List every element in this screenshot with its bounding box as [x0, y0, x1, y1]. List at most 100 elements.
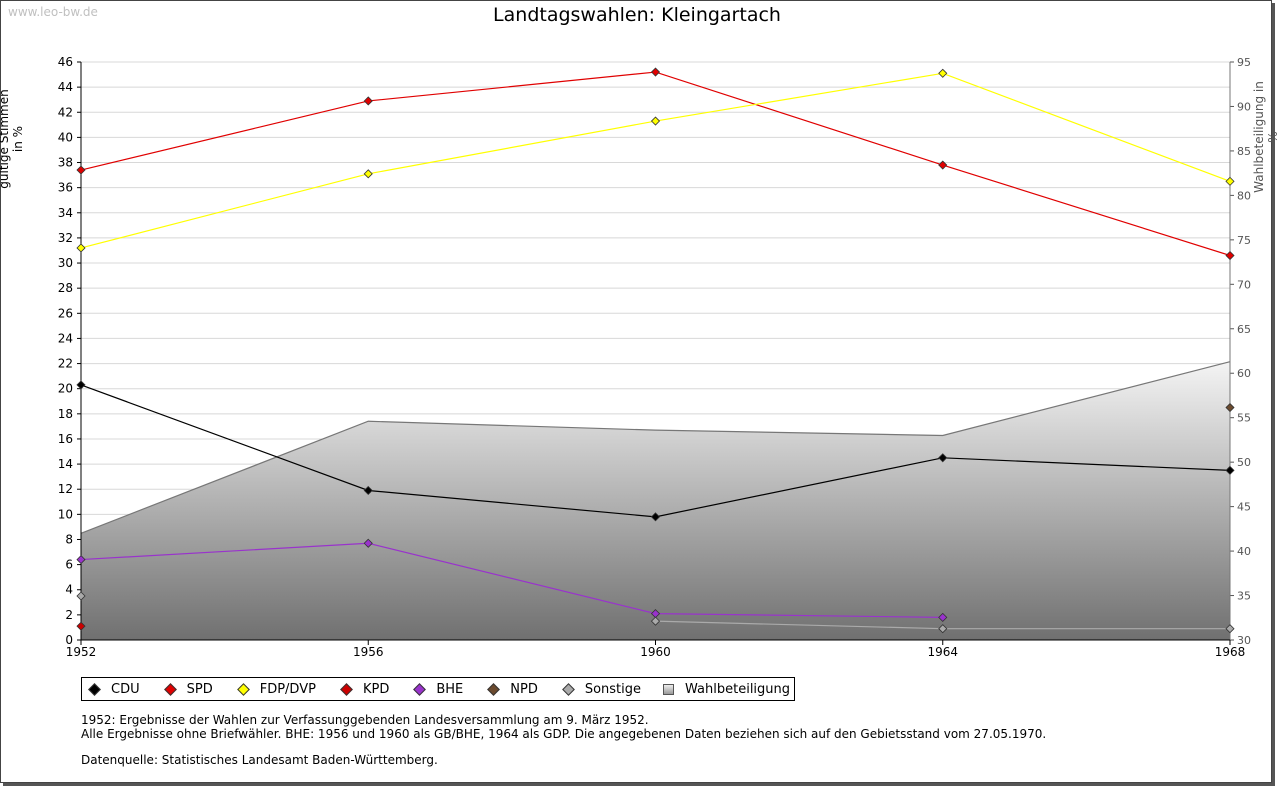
y-tick-label: 8	[65, 532, 73, 546]
x-tick-label: 1952	[66, 645, 97, 659]
point-cdu	[363, 485, 373, 496]
point-sonstige	[938, 624, 948, 634]
point-cdu	[650, 512, 661, 522]
y-tick-label: 32	[58, 231, 73, 245]
x-tick-label: 1960	[640, 645, 671, 659]
y-tick-label: 44	[58, 80, 73, 94]
legend-label-cdu: CDU	[111, 681, 140, 697]
footnote-1952: 1952: Ergebnisse der Wahlen zur Verfassu…	[81, 713, 649, 727]
y-tick-label: 18	[58, 407, 73, 421]
y-tick-label: 12	[58, 482, 73, 496]
series-line-fdp-dvp	[80, 72, 1231, 249]
legend-item-kpd: KPD	[338, 682, 389, 697]
point-spd	[76, 165, 86, 175]
y2-tick-label: 50	[1237, 456, 1251, 469]
legend-label-wahlbeteiligung: Wahlbeteiligung	[685, 681, 791, 697]
y-tick-label: 10	[58, 507, 73, 521]
legend-label-fdp: FDP/DVP	[259, 681, 316, 697]
y-tick-label: 6	[65, 558, 73, 572]
y-tick-label: 30	[58, 256, 73, 270]
legend-marker-cdu	[88, 682, 101, 696]
point-npd	[1225, 402, 1235, 413]
x-tick-label: 1968	[1215, 645, 1246, 659]
y-tick-label: 46	[58, 55, 73, 69]
legend-item-cdu: CDU	[86, 682, 140, 697]
y-tick-label: 24	[58, 331, 73, 345]
y2-tick-label: 40	[1237, 545, 1251, 558]
turnout-area	[81, 361, 1230, 640]
point-fdp-dvp	[1225, 176, 1235, 186]
point-cdu	[938, 453, 948, 463]
legend-label-sonstige: Sonstige	[584, 681, 642, 697]
y-tick-label: 22	[58, 357, 73, 371]
y-tick-label: 40	[58, 130, 73, 144]
series-line-bhe	[80, 542, 943, 618]
footnote-briefwaehler: Alle Ergebnisse ohne Briefwähler. BHE: 1…	[81, 726, 1047, 741]
point-bhe	[363, 538, 373, 548]
turnout-line	[80, 361, 1231, 534]
y2-tick-label: 60	[1237, 367, 1251, 380]
y2-tick-label: 85	[1237, 145, 1251, 158]
point-bhe	[76, 555, 86, 565]
y2-tick-label: 45	[1237, 501, 1251, 514]
y-tick-label: 26	[58, 306, 73, 320]
point-fdp-dvp	[363, 169, 373, 179]
legend-item-sonstige: Sonstige	[560, 682, 641, 697]
point-fdp-dvp	[650, 116, 661, 126]
point-sonstige	[1225, 624, 1235, 634]
point-cdu	[1225, 465, 1235, 475]
legend-marker-fdp	[236, 682, 250, 696]
y2-tick-label: 55	[1237, 412, 1251, 425]
legend-marker-kpd	[340, 682, 353, 696]
point-cdu	[76, 380, 86, 390]
legend-item-fdp: FDP/DVP	[235, 682, 316, 697]
y-tick-label: 0	[65, 633, 73, 647]
y-tick-label: 16	[58, 432, 73, 446]
y-tick-label: 4	[65, 583, 73, 597]
y2-tick-label: 80	[1237, 189, 1251, 202]
legend-item-wahlbeteiligung: Wahlbeteiligung	[663, 682, 790, 697]
y-tick-label: 42	[58, 105, 73, 119]
legend-marker-npd	[487, 682, 501, 696]
point-kpd	[76, 621, 86, 631]
x-tick-label: 1964	[927, 645, 958, 659]
y-tick-label: 38	[58, 156, 73, 170]
y2-tick-label: 30	[1237, 634, 1251, 647]
data-source: Datenquelle: Statistisches Landesamt Bad…	[81, 753, 438, 767]
y2-tick-label: 90	[1237, 100, 1251, 113]
y-tick-label: 14	[58, 457, 73, 471]
footnotes: 1952: Ergebnisse der Wahlen zur Verfassu…	[81, 713, 1047, 768]
point-spd	[1225, 250, 1235, 261]
legend-item-bhe: BHE	[411, 682, 463, 697]
legend-marker-sonstige	[561, 682, 575, 696]
legend-label-npd: NPD	[510, 681, 538, 697]
point-bhe	[938, 612, 948, 622]
y2-tick-label: 35	[1237, 590, 1251, 603]
legend-item-npd: NPD	[485, 682, 538, 697]
y-tick-label: 36	[58, 181, 73, 195]
legend-label-bhe: BHE	[436, 681, 464, 697]
point-sonstige	[76, 591, 86, 601]
x-tick-label: 1956	[353, 645, 384, 659]
legend: CDU SPD FDP/DVP KPD BHE NPD Sonstige Wah…	[81, 677, 796, 701]
chart-plot: 0246810121416182022242628303234363840424…	[58, 55, 1251, 659]
point-fdp-dvp	[938, 68, 948, 78]
y-tick-label: 2	[65, 608, 73, 622]
point-sonstige	[650, 616, 661, 626]
y2-tick-label: 95	[1237, 56, 1251, 69]
y2-tick-label: 75	[1237, 234, 1251, 247]
y2-tick-label: 70	[1237, 278, 1251, 291]
point-spd	[938, 160, 948, 170]
legend-marker-wahlbeteiligung	[663, 683, 675, 695]
y-tick-label: 28	[58, 281, 73, 295]
y2-tick-label: 65	[1237, 323, 1251, 336]
point-fdp-dvp	[76, 243, 86, 253]
legend-item-spd: SPD	[162, 682, 213, 697]
y-tick-label: 34	[58, 206, 73, 220]
legend-marker-spd	[163, 682, 177, 696]
point-spd	[363, 96, 373, 106]
point-spd	[650, 67, 661, 77]
legend-label-spd: SPD	[186, 681, 213, 697]
chart-title: Landtagswahlen: Kleingartach	[493, 4, 781, 26]
